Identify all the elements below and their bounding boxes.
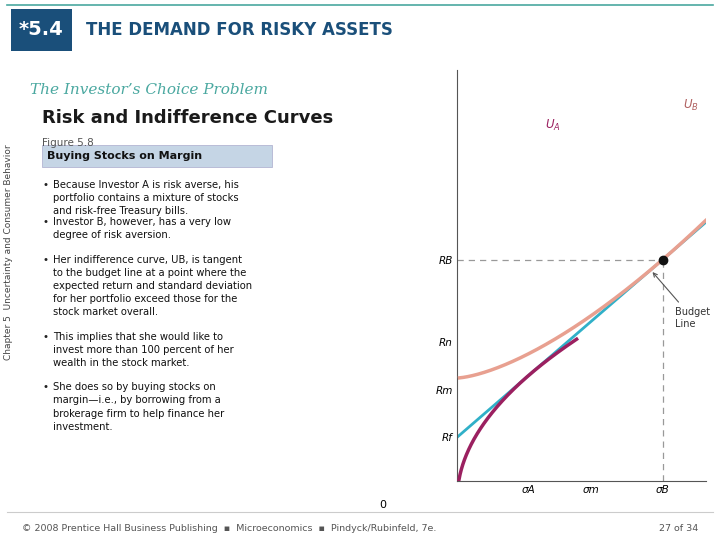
Bar [42, 145, 272, 166]
Text: She does so by buying stocks on
margin—i.e., by borrowing from a
brokerage firm : She does so by buying stocks on margin—i… [53, 382, 224, 432]
Text: Risk and Indifference Curves: Risk and Indifference Curves [42, 109, 334, 127]
Text: 0: 0 [379, 500, 386, 510]
Text: Figure 5.8: Figure 5.8 [42, 138, 94, 148]
Text: Buying Stocks on Margin: Buying Stocks on Margin [47, 151, 202, 161]
Text: •: • [42, 254, 48, 265]
Text: Chapter 5  Uncertainty and Consumer Behavior: Chapter 5 Uncertainty and Consumer Behav… [4, 145, 14, 360]
Text: $U_B$: $U_B$ [683, 98, 698, 113]
Text: Because Investor A is risk averse, his
portfolio contains a mixture of stocks
an: Because Investor A is risk averse, his p… [53, 180, 239, 216]
Bar [11, 9, 72, 51]
Text: •: • [42, 180, 48, 190]
Text: *5.4: *5.4 [19, 21, 64, 39]
Text: This implies that she would like to
invest more than 100 percent of her
wealth i: This implies that she would like to inve… [53, 332, 234, 368]
Text: $U_A$: $U_A$ [545, 118, 561, 133]
Text: •: • [42, 332, 48, 342]
Text: •: • [42, 382, 48, 392]
Text: Budget
Line: Budget Line [653, 273, 710, 328]
Text: The Investor’s Choice Problem: The Investor’s Choice Problem [30, 83, 268, 97]
Text: Investor B, however, has a very low
degree of risk aversion.: Investor B, however, has a very low degr… [53, 217, 231, 240]
Text: © 2008 Prentice Hall Business Publishing  ▪  Microeconomics  ▪  Pindyck/Rubinfel: © 2008 Prentice Hall Business Publishing… [22, 524, 436, 533]
Text: 27 of 34: 27 of 34 [659, 524, 698, 533]
Text: •: • [42, 217, 48, 227]
Text: Her indifference curve, UB, is tangent
to the budget line at a point where the
e: Her indifference curve, UB, is tangent t… [53, 254, 252, 318]
Text: THE DEMAND FOR RISKY ASSETS: THE DEMAND FOR RISKY ASSETS [86, 21, 393, 39]
